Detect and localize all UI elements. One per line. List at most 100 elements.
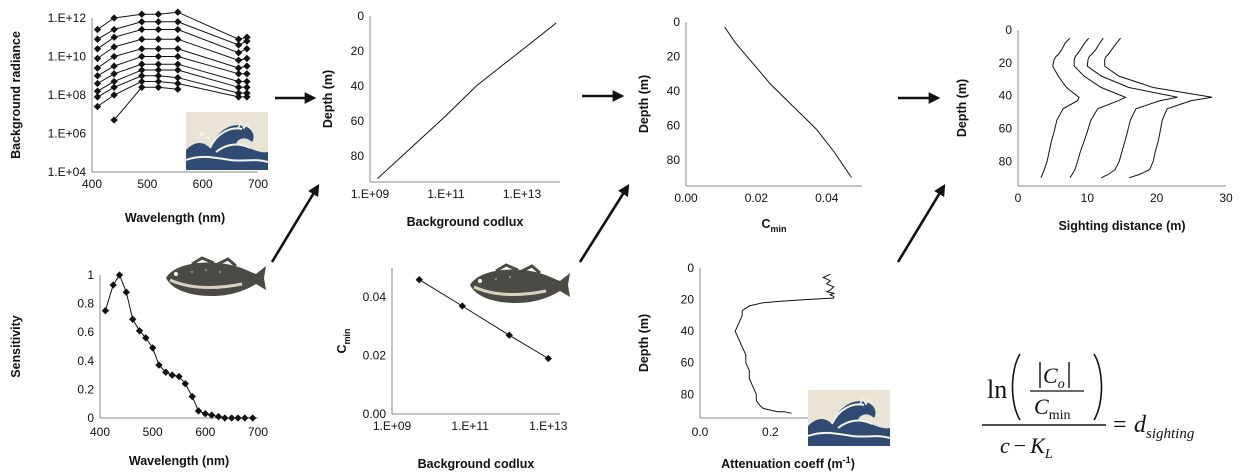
arrow-cmin-codlux-to-cmin <box>578 184 630 263</box>
y-tick-label: 60 <box>667 119 681 133</box>
y-tick-label: 1.E+10 <box>48 50 87 64</box>
x-tick-label: 0.0 <box>692 425 709 439</box>
x-tick-label: 700 <box>248 177 268 191</box>
data-point <box>174 74 182 82</box>
data-point <box>162 368 170 376</box>
data-point <box>93 79 102 88</box>
data-point <box>138 52 146 61</box>
data-point <box>234 93 243 101</box>
data-point <box>93 45 102 53</box>
data-point <box>243 62 251 70</box>
data-point <box>208 411 216 419</box>
data-point <box>110 52 118 61</box>
x-tick-label: 20 <box>1150 191 1164 205</box>
data-point <box>115 271 124 279</box>
y-tick-label: 0.6 <box>77 325 94 339</box>
data-point <box>129 315 137 323</box>
series-line-1 <box>419 279 549 359</box>
data-point <box>234 41 243 49</box>
y-tick-label: 80 <box>681 387 695 401</box>
data-point <box>188 392 196 401</box>
y-axis-label: Background radiance <box>9 31 23 159</box>
y-tick-label: 0 <box>1005 23 1012 37</box>
data-point <box>228 414 236 422</box>
series-line-1 <box>377 22 557 179</box>
data-point <box>174 85 182 93</box>
y-tick-label: 1 <box>87 268 94 282</box>
x-tick-label: 1.E+13 <box>503 187 542 201</box>
data-point <box>110 25 118 34</box>
y-axis-label: Cmin <box>335 328 352 353</box>
x-axis-label: Background codlux <box>418 457 535 471</box>
series-line-4 <box>1104 37 1213 179</box>
data-point <box>93 72 102 80</box>
x-axis-label-end: ) <box>851 457 855 471</box>
panel-sighting-distance: 0 10 20 30 0 20 40 60 80 Sighting distance (m) Dep… <box>955 23 1233 233</box>
y-axis-label: Depth (m) <box>955 79 969 137</box>
y-axis-label: Depth (m) <box>637 314 651 372</box>
data-point <box>110 62 118 70</box>
y-tick-label: 20 <box>667 50 681 64</box>
panel-sensitivity: 400 500 600 700 0 0.2 0.4 0.6 0.8 1 Wavelength (nm… <box>9 268 268 468</box>
x-tick-label: 0 <box>1015 191 1022 205</box>
data-point <box>243 37 251 45</box>
series-line-1 <box>104 273 253 419</box>
data-point <box>249 414 257 422</box>
y-tick-label: 1.E+12 <box>48 11 87 25</box>
x-tick-label: 1.E+09 <box>351 187 390 201</box>
series-line-1 <box>734 273 836 414</box>
y-tick-label: 40 <box>681 324 695 338</box>
x-tick-label: 400 <box>90 425 110 439</box>
data-point <box>138 18 146 26</box>
data-point <box>174 25 182 34</box>
y-axis-label: Sensitivity <box>9 315 23 378</box>
y-tick-label: 60 <box>351 114 365 128</box>
data-point <box>138 45 146 53</box>
series-line-11 <box>113 86 178 121</box>
data-point <box>154 45 163 53</box>
y-tick-label: 1.E+06 <box>48 127 87 141</box>
y-tick-label: 1.E+04 <box>48 165 87 179</box>
x-tick-label: 0.2 <box>762 425 779 439</box>
data-point <box>110 77 118 86</box>
series-line-1 <box>1040 37 1080 178</box>
x-tick-label: 600 <box>193 177 213 191</box>
data-point <box>241 414 249 422</box>
data-point <box>154 83 163 91</box>
data-point <box>93 25 102 34</box>
x-tick-label: 0.02 <box>745 191 769 205</box>
data-point <box>138 66 146 74</box>
data-point <box>174 8 182 16</box>
x-tick-label: 500 <box>137 177 157 191</box>
data-point <box>122 288 130 296</box>
data-point <box>109 281 117 289</box>
data-point <box>110 116 118 124</box>
eq-co: Co <box>1043 363 1065 392</box>
panel-cmin-codlux: 1.E+09 1.E+11 1.E+13 0.00 0.02 0.04 Background… <box>335 268 568 471</box>
y-axis-label-sub: min <box>342 328 352 344</box>
data-point <box>174 18 182 26</box>
data-point <box>154 52 163 61</box>
panel-attenuation: 0.00.20.4020406080Attenuation coeff (m-1… <box>637 261 876 471</box>
data-point <box>154 10 163 18</box>
wave-icon <box>185 112 269 170</box>
panel-radiance: 400 500 600 700 1.E+12 1.E+10 1.E+08 1.E+06 1.E+… <box>9 8 268 225</box>
y-tick-label: 0 <box>87 411 94 425</box>
y-tick-label: 80 <box>999 154 1013 168</box>
series-line-6 <box>97 56 247 77</box>
x-tick-label: 400 <box>82 177 102 191</box>
data-point <box>175 372 183 381</box>
data-point <box>243 93 251 101</box>
y-tick-label: 1.E+08 <box>48 88 87 102</box>
data-point <box>221 414 229 422</box>
series-line-5 <box>97 48 248 69</box>
data-point <box>154 25 163 34</box>
y-tick-label: 0.00 <box>363 407 387 421</box>
data-point <box>155 361 163 369</box>
data-point <box>234 414 242 422</box>
x-axis-label-sup: -1 <box>843 455 851 465</box>
data-point <box>154 66 163 74</box>
data-point <box>93 93 102 101</box>
data-point <box>154 77 163 86</box>
data-point <box>544 354 552 363</box>
